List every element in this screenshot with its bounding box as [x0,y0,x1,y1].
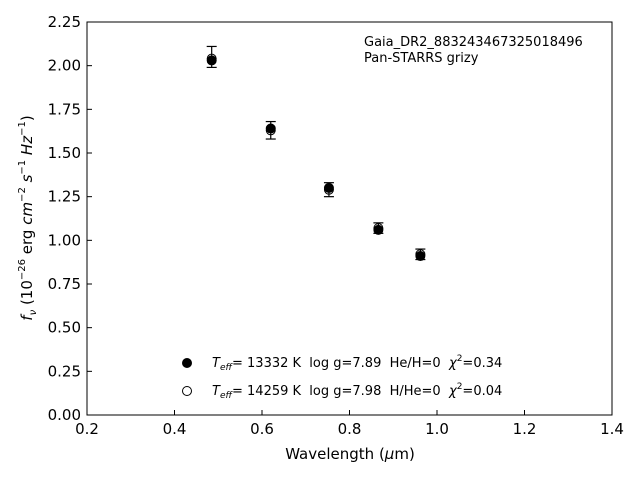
y-title-close: ) [18,115,36,121]
y-title-nu: ν [28,309,39,315]
legend-2-sq: 2 [457,382,463,392]
legend-1-teff: = 13332 K [232,356,302,371]
x-tick-label: 0.6 [250,420,274,438]
legend-2-eff: eff [220,391,234,401]
y-tick-label: 0.00 [48,406,81,424]
y-tick-label: 0.75 [48,275,81,293]
y-title-cm: cm [18,202,36,225]
legend-2-params: log g=7.98 H/He=0 [301,384,449,399]
x-axis-title-tail: m) [394,445,414,463]
y-axis-title: fν (10−26 erg cm−2 s−1 Hz−1) [17,115,39,320]
legend-1-sq: 2 [457,354,463,364]
y-tick-label: 2.00 [48,57,81,75]
x-axis-title-main: Wavelength ( [285,445,385,463]
legend-marker-open [182,386,192,396]
annotation-survey: Pan-STARRS grizy [364,51,479,66]
x-tick-label: 0.8 [338,420,362,438]
legend: Teff= 13332 K log g=7.89 He/H=0 χ2=0.34 … [182,354,502,401]
y-tick-label: 1.00 [48,231,81,249]
marks-layer [206,45,426,262]
y-title-f: f [18,313,36,321]
y-title-exp1: −26 [17,259,28,280]
legend-entry-1: Teff= 13332 K log g=7.89 He/H=0 χ2=0.34 [212,354,502,373]
y-tick-label: 0.25 [48,362,81,380]
legend-1-params: log g=7.89 He/H=0 [301,356,449,371]
legend-1-eff: eff [220,363,234,373]
y-title-erg: erg [18,225,36,259]
model-point-open [206,53,217,64]
x-axis-title: Wavelength (μm) [285,445,415,463]
legend-2-chi: χ [448,384,458,399]
legend-1-t: T [212,356,221,371]
legend-1-chi: χ [448,356,458,371]
y-tick-label: 0.50 [48,319,81,337]
legend-1-chi2: =0.34 [462,356,502,371]
x-tick-label: 1.0 [425,420,449,438]
y-title-s: s [18,174,36,187]
legend-2-chi2: =0.04 [462,384,502,399]
legend-2-t: T [212,384,221,399]
model-point-open [373,223,384,234]
x-tick-label: 0.4 [163,420,187,438]
y-tick-label: 1.25 [48,188,81,206]
x-tick-label: 1.2 [513,420,537,438]
x-axis-title-mu: μ [384,445,395,463]
legend-2-teff: = 14259 K [232,384,302,399]
y-tick-label: 1.50 [48,144,81,162]
x-tick-label: 1.4 [600,420,624,438]
model-point-open [415,249,426,260]
legend-marker-filled [182,358,192,368]
y-title-exp4: −1 [17,121,28,136]
y-title-exp2: −2 [17,187,28,202]
legend-entry-2: Teff= 14259 K log g=7.98 H/He=0 χ2=0.04 [212,382,502,401]
x-tick-label: 0.2 [75,420,99,438]
y-tick-label: 1.75 [48,100,81,118]
ticks-layer: 0.2 0.4 0.6 0.8 1.0 1.2 1.4 0.00 0.25 0.50 0.75 1.0… [48,13,624,438]
y-axis-title-group: fν (10−26 erg cm−2 s−1 Hz−1) [17,115,39,320]
y-title-hz: Hz [18,135,36,160]
model-point-open [265,125,276,136]
model-point-open [323,184,334,195]
y-title-exp3: −1 [17,160,28,175]
y-tick-label: 2.25 [48,13,81,31]
annotation-source: Gaia_DR2_883243467325018496 [364,35,583,50]
y-title-open: (10 [18,280,36,310]
